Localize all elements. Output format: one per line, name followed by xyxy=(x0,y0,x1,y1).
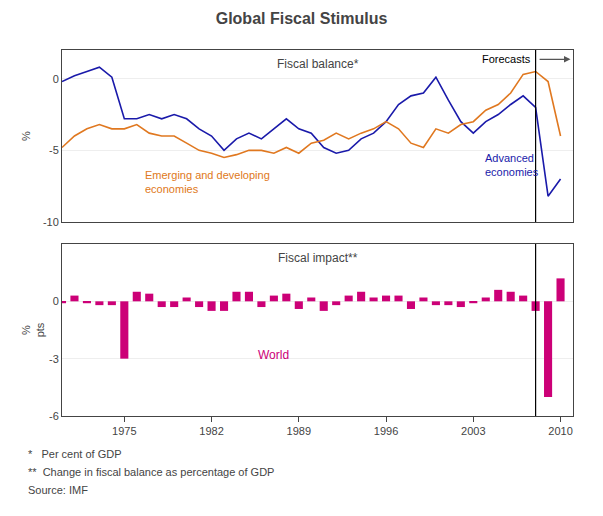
svg-text:1996: 1996 xyxy=(374,425,398,437)
svg-text:2010: 2010 xyxy=(548,425,572,437)
svg-text:-5: -5 xyxy=(49,144,59,156)
svg-text:Advancedeconomies: Advancedeconomies xyxy=(485,152,539,178)
svg-text:%: % xyxy=(20,131,32,141)
svg-text:%pts: %pts xyxy=(20,322,46,337)
svg-text:Forecasts: Forecasts xyxy=(482,53,531,65)
svg-text:-10: -10 xyxy=(43,216,59,228)
svg-text:2003: 2003 xyxy=(461,425,485,437)
svg-text:* Per cent of GDP: * Per cent of GDP xyxy=(28,448,122,460)
svg-text:0: 0 xyxy=(53,73,59,85)
svg-text:1982: 1982 xyxy=(199,425,223,437)
svg-text:Source: IMF: Source: IMF xyxy=(28,484,88,496)
svg-text:1989: 1989 xyxy=(287,425,311,437)
svg-text:-6: -6 xyxy=(49,410,59,422)
svg-text:World: World xyxy=(258,348,289,362)
svg-text:-3: -3 xyxy=(49,353,59,365)
svg-text:Emerging and developingeconomi: Emerging and developingeconomies xyxy=(145,169,270,195)
svg-text:Global Fiscal Stimulus: Global Fiscal Stimulus xyxy=(216,10,388,27)
svg-text:0: 0 xyxy=(53,295,59,307)
svg-text:Fiscal balance*: Fiscal balance* xyxy=(277,57,359,71)
svg-text:Fiscal impact**: Fiscal impact** xyxy=(278,251,358,265)
svg-text:** Change in fiscal balance a: ** Change in fiscal balance as percentag… xyxy=(28,466,274,478)
svg-text:1975: 1975 xyxy=(112,425,136,437)
